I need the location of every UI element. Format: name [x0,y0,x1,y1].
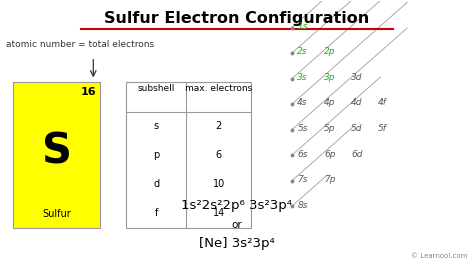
Text: © Learnool.com: © Learnool.com [411,253,468,259]
Text: Sulfur: Sulfur [42,209,71,219]
Text: [Ne] 3s²3p⁴: [Ne] 3s²3p⁴ [199,237,275,250]
Text: s: s [154,121,159,131]
Text: 6: 6 [216,150,222,160]
Text: 4p: 4p [324,98,336,107]
Text: 5d: 5d [351,124,363,133]
Text: f: f [155,208,158,218]
Text: 4s: 4s [297,98,308,107]
Text: 4d: 4d [351,98,363,107]
Text: 6d: 6d [351,149,363,159]
Text: 10: 10 [212,179,225,189]
FancyBboxPatch shape [13,82,100,228]
Text: S: S [42,131,72,173]
Text: max. electrons: max. electrons [185,84,252,93]
Text: 16: 16 [81,87,97,97]
Text: 2: 2 [216,121,222,131]
FancyBboxPatch shape [126,82,251,228]
Text: 2p: 2p [324,47,336,56]
Text: 7s: 7s [297,175,308,184]
Text: 1s²2s²2p⁶ 3s²3p⁴: 1s²2s²2p⁶ 3s²3p⁴ [182,199,292,212]
Text: 14: 14 [212,208,225,218]
Text: Sulfur Electron Configuration: Sulfur Electron Configuration [104,11,370,26]
Text: 2s: 2s [297,47,308,56]
Text: 5p: 5p [324,124,336,133]
Text: p: p [153,150,159,160]
Text: 5s: 5s [297,124,308,133]
Text: 6s: 6s [297,149,308,159]
Text: 4f: 4f [378,98,387,107]
Text: 5f: 5f [378,124,387,133]
Text: subshell: subshell [137,84,175,93]
Text: atomic number = total electrons: atomic number = total electrons [6,40,154,49]
Text: 3d: 3d [351,73,363,82]
Text: 1s: 1s [297,22,308,31]
Text: 3s: 3s [297,73,308,82]
Text: 8s: 8s [297,201,308,210]
Text: or: or [232,220,242,230]
Text: 6p: 6p [324,149,336,159]
Text: 3p: 3p [324,73,336,82]
Text: 7p: 7p [324,175,336,184]
Text: d: d [153,179,159,189]
